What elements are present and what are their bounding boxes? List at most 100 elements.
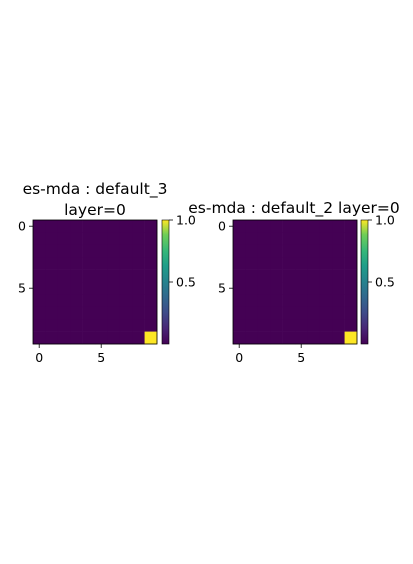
heatmap-cell (282, 319, 296, 332)
heatmap-cell (119, 220, 133, 233)
heatmap-cell (332, 331, 345, 345)
heatmap-cell (282, 306, 296, 320)
heatmap-cell (307, 220, 321, 233)
heatmap-cell (107, 232, 121, 246)
heatmap-cell (319, 257, 333, 270)
heatmap-cell (132, 244, 145, 258)
heatmap-cell (132, 319, 145, 332)
heatmap-cell (295, 319, 308, 332)
heatmap-cell (245, 220, 259, 233)
colorbar-tick-label: 0.5 (176, 275, 196, 290)
heatmap-cell (119, 294, 133, 308)
heatmap-cell (144, 282, 158, 295)
heatmap-cell (257, 244, 271, 258)
heatmap-cell (45, 331, 59, 345)
heatmap-cell (245, 306, 259, 320)
colorbar-tick-label: 1.0 (375, 213, 395, 228)
heatmap-cell (257, 331, 271, 345)
heatmap-cell (144, 319, 158, 332)
x-tick-label: 5 (97, 350, 105, 365)
heatmap-cell (119, 244, 133, 258)
panel-2-colorbar (360, 219, 369, 345)
heatmap-cell (45, 319, 59, 332)
heatmap-cell (233, 269, 246, 283)
heatmap-cell (95, 220, 108, 233)
heatmap-cell (45, 244, 59, 258)
y-tick-label: 5 (218, 281, 226, 296)
heatmap-cell (70, 306, 83, 320)
heatmap-cell (33, 319, 46, 332)
heatmap-cell (307, 244, 321, 258)
heatmap-cell (233, 220, 246, 233)
heatmap-cell (307, 319, 321, 332)
heatmap-cell (57, 269, 71, 283)
heatmap-cell (319, 244, 333, 258)
heatmap-cell (57, 220, 71, 233)
heatmap-cell (295, 294, 308, 308)
heatmap-cell (57, 244, 71, 258)
heatmap-cell (344, 282, 358, 295)
heatmap-cell (245, 232, 259, 246)
heatmap-cell (45, 294, 59, 308)
panel-2-colorbar-ticks: 1.0 0.5 (368, 213, 395, 290)
heatmap-cell (332, 257, 345, 270)
heatmap-cell (332, 269, 345, 283)
heatmap-cell (307, 232, 321, 246)
heatmap-panel-1: es-mda : default_3 layer=0 0 5 0 5 1.0 0.5 (18, 180, 196, 365)
heatmap-cell (95, 232, 108, 246)
heatmap-cell (119, 306, 133, 320)
heatmap-cell (270, 244, 283, 258)
heatmap-cell (270, 331, 283, 345)
heatmap-cell (295, 269, 308, 283)
heatmap-cell (344, 257, 358, 270)
heatmap-cell (45, 257, 59, 270)
heatmap-cell (82, 244, 96, 258)
heatmap-cell (57, 331, 71, 345)
heatmap-panel-2: es-mda : default_2 layer=0 0 5 0 5 1.0 0.5 (188, 199, 400, 365)
heatmap-hot-cell (144, 331, 158, 345)
heatmap-cell (132, 269, 145, 283)
heatmap-cell (282, 294, 296, 308)
heatmap-cell (144, 257, 158, 270)
heatmap-cell (33, 220, 46, 233)
heatmap-cell (257, 257, 271, 270)
heatmap-cell (119, 319, 133, 332)
x-tick-label: 0 (235, 350, 243, 365)
heatmap-cell (344, 306, 358, 320)
heatmap-cell (57, 282, 71, 295)
heatmap-hot-cell (344, 331, 358, 345)
heatmap-cell (319, 331, 333, 345)
heatmap-cell (95, 306, 108, 320)
heatmap-cell (70, 232, 83, 246)
panel-2-cells (233, 220, 358, 345)
heatmap-cell (270, 294, 283, 308)
heatmap-cell (319, 269, 333, 283)
heatmap-cell (344, 269, 358, 283)
y-tick-label: 0 (18, 219, 26, 234)
heatmap-cell (70, 244, 83, 258)
heatmap-cell (107, 282, 121, 295)
x-tick-label: 0 (35, 350, 43, 365)
heatmap-cell (70, 220, 83, 233)
heatmap-cell (233, 306, 246, 320)
heatmap-cell (319, 232, 333, 246)
heatmap-cell (344, 294, 358, 308)
heatmap-cell (319, 306, 333, 320)
heatmap-cell (282, 331, 296, 345)
panel-2-title: es-mda : default_2 layer=0 (188, 199, 400, 218)
heatmap-cell (107, 244, 121, 258)
heatmap-cell (332, 282, 345, 295)
heatmap-cell (132, 306, 145, 320)
heatmap-cell (307, 269, 321, 283)
heatmap-cell (132, 220, 145, 233)
heatmap-cell (295, 282, 308, 295)
heatmap-cell (307, 294, 321, 308)
heatmap-cell (33, 244, 46, 258)
heatmap-cell (295, 257, 308, 270)
heatmap-cell (57, 232, 71, 246)
heatmap-cell (82, 282, 96, 295)
heatmap-cell (45, 232, 59, 246)
heatmap-cell (233, 282, 246, 295)
heatmap-cell (257, 220, 271, 233)
